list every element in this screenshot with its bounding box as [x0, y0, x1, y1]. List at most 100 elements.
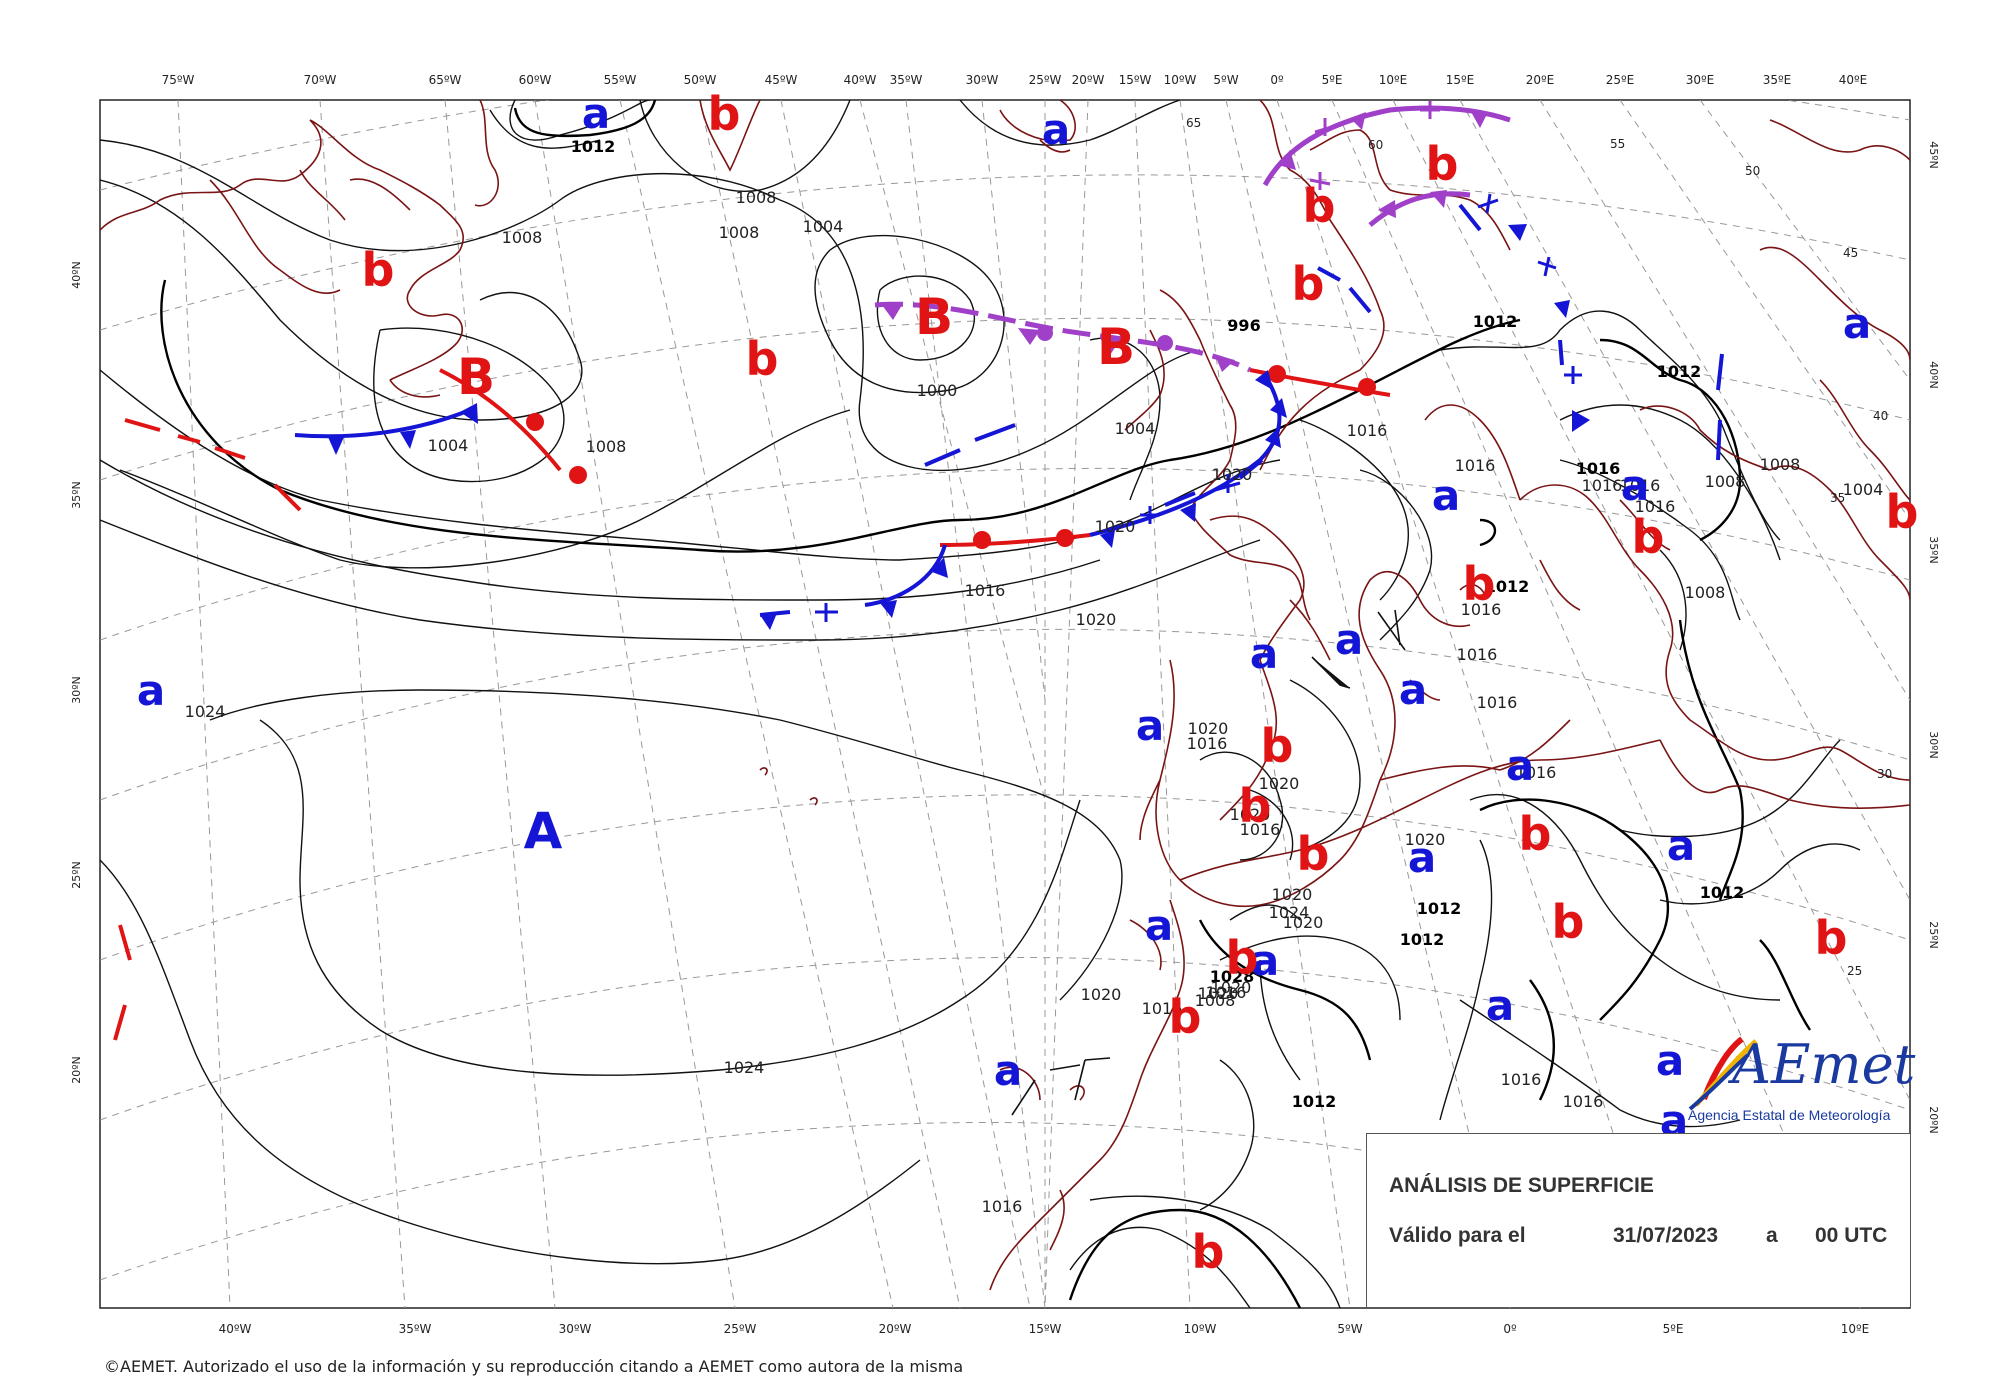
logo-wordmark: AEmet [1732, 1033, 1916, 1096]
isobar-value: 1020 [1081, 985, 1122, 1004]
isobar-value: 996 [1227, 316, 1260, 335]
latitude-number: 40 [1873, 409, 1888, 423]
relative-low-center: b [1426, 137, 1459, 191]
right-latitude-labels: 45ºN 40ºN 35ºN 30ºN 25ºN 20ºN [1927, 141, 1940, 1133]
latitude-number: 60 [1368, 138, 1383, 152]
isobar-value: 1008 [1195, 991, 1236, 1010]
longitude-label: 30ºE [1686, 73, 1715, 87]
isobar-value: 1016 [1582, 476, 1623, 495]
longitude-label: 25ºW [1029, 73, 1062, 87]
relative-low-center: b [1169, 990, 1202, 1044]
isobar-value: 1004 [1115, 419, 1156, 438]
latitude-number: 50 [1745, 164, 1760, 178]
isobar-value: 1020 [1283, 913, 1324, 932]
longitude-label: 5ºE [1663, 1322, 1684, 1336]
isobar-value: 1004 [1843, 480, 1884, 499]
low-pressure-center: B [457, 348, 495, 406]
relative-high-center: a [137, 666, 165, 715]
isobar-value: 1016 [1206, 983, 1247, 1002]
relative-low-center: b [1519, 807, 1552, 861]
longitude-label: 35ºE [1763, 73, 1792, 87]
longitude-label: 35ºW [890, 73, 923, 87]
relative-high-center: a [582, 89, 610, 138]
relative-low-center: b [1226, 931, 1259, 985]
isobar-value: 1020 [1405, 830, 1446, 849]
relative-high-center: a [1408, 833, 1436, 882]
top-longitude-labels: 75ºW 70ºW 65ºW 60ºW 55ºW 50ºW 45ºW 40ºW 35ºW 30ºW… [162, 73, 1868, 87]
longitude-label: 10ºE [1841, 1322, 1870, 1336]
isobar-value: 1016 [1142, 999, 1183, 1018]
relative-high-center: a [1042, 105, 1070, 154]
relative-high-center: a [1136, 701, 1164, 750]
relative-high-center: a [1843, 299, 1871, 348]
latitude-label: 40ºN [70, 261, 83, 288]
longitude-label: 0º [1270, 73, 1284, 87]
isobar-value: 1016 [1477, 693, 1518, 712]
isobar-value: 1012 [1292, 1092, 1337, 1111]
bottom-longitude-labels: 40ºW 35ºW 30ºW 25ºW 20ºW 15ºW 10ºW 5ºW 0º 5ºE 10ºE [219, 1322, 1870, 1336]
isobar-labels: 1012 1008 1008 1008 1004 1000 1004 1008 1004 996 1… [185, 137, 1884, 1216]
isobar-value: 1012 [1485, 577, 1530, 596]
latitude-number: 35 [1830, 491, 1845, 505]
isobar-value: 1012 [1657, 362, 1702, 381]
valid-label: Válido para el [1389, 1224, 1526, 1247]
low-pressure-center: B [915, 288, 953, 346]
isobar-value: 1016 [1457, 645, 1498, 664]
longitude-label: 20ºW [1072, 73, 1105, 87]
isobar-value: 1016 [982, 1197, 1023, 1216]
relative-high-center: a [1250, 629, 1278, 678]
longitude-label: 0º [1503, 1322, 1517, 1336]
longitude-label: 40ºE [1839, 73, 1868, 87]
isobar-value: 1016 [1516, 763, 1557, 782]
isobar-value: 1008 [1760, 455, 1801, 474]
relative-low-center: b [1297, 827, 1330, 881]
latitude-label: 30ºN [70, 676, 83, 703]
relative-low-center: b [1261, 719, 1294, 773]
interior-latitude-labels: 65 60 55 50 45 40 35 30 25 [1186, 116, 1892, 978]
relative-high-center: a [1145, 901, 1173, 950]
longitude-label: 15ºW [1119, 73, 1152, 87]
isobar-value: 1016 [1563, 1092, 1604, 1111]
title-box: ANÁLISIS DE SUPERFICIE Válido para el 31… [1366, 1133, 1910, 1307]
relative-high-center: a [1251, 936, 1279, 985]
isobar-value: 1012 [571, 137, 616, 156]
isobar-value: 1016 [1461, 600, 1502, 619]
isobar-value: 1008 [502, 228, 543, 247]
high-pressure-center: A [524, 802, 563, 860]
aemet-logo: AEmet Agencia Estatal de Meteorología [1676, 1027, 1916, 1131]
longitude-label: 15ºW [1029, 1322, 1062, 1336]
isobar-value: 1008 [736, 188, 777, 207]
coastlines [100, 100, 1910, 1291]
latitude-label: 25ºN [1927, 921, 1940, 948]
relative-low-center: b [1632, 510, 1665, 564]
dashed-warm-fronts [113, 418, 302, 1041]
latitude-number: 55 [1610, 137, 1625, 151]
isobar-value: 1020 [1095, 517, 1136, 536]
longitude-label: 75ºW [162, 73, 195, 87]
isobar-value: 1020 [1188, 719, 1229, 738]
longitude-label: 70ºW [304, 73, 337, 87]
isobar-value: 1008 [1705, 472, 1746, 491]
isobar-value: 1012 [1700, 883, 1745, 902]
isobar-value: 1008 [719, 223, 760, 242]
relative-high-center: a [1399, 665, 1427, 714]
isobar-value: 1016 [1576, 459, 1621, 478]
isobar-value: 1020 [1076, 610, 1117, 629]
isobar-value: 1016 [1347, 421, 1388, 440]
longitude-label: 50ºW [684, 73, 717, 87]
relative-low-center: b [1463, 557, 1496, 611]
relative-low-center: b [746, 332, 779, 386]
longitude-label: 40ºW [844, 73, 877, 87]
relative-low-center: b [1815, 911, 1848, 965]
copyright-footer: ©AEMET. Autorizado el uso de la informac… [104, 1357, 964, 1376]
isobar-value: 1016 [1620, 476, 1661, 495]
longitude-label: 40ºW [219, 1322, 252, 1336]
relative-low-center: b [1292, 257, 1325, 311]
longitude-label: 10ºW [1184, 1322, 1217, 1336]
low-pressure-center: B [1097, 318, 1135, 376]
isobar-value: 1004 [428, 436, 469, 455]
graticule-meridians [177, 100, 1910, 1308]
latitude-number: 30 [1877, 767, 1892, 781]
